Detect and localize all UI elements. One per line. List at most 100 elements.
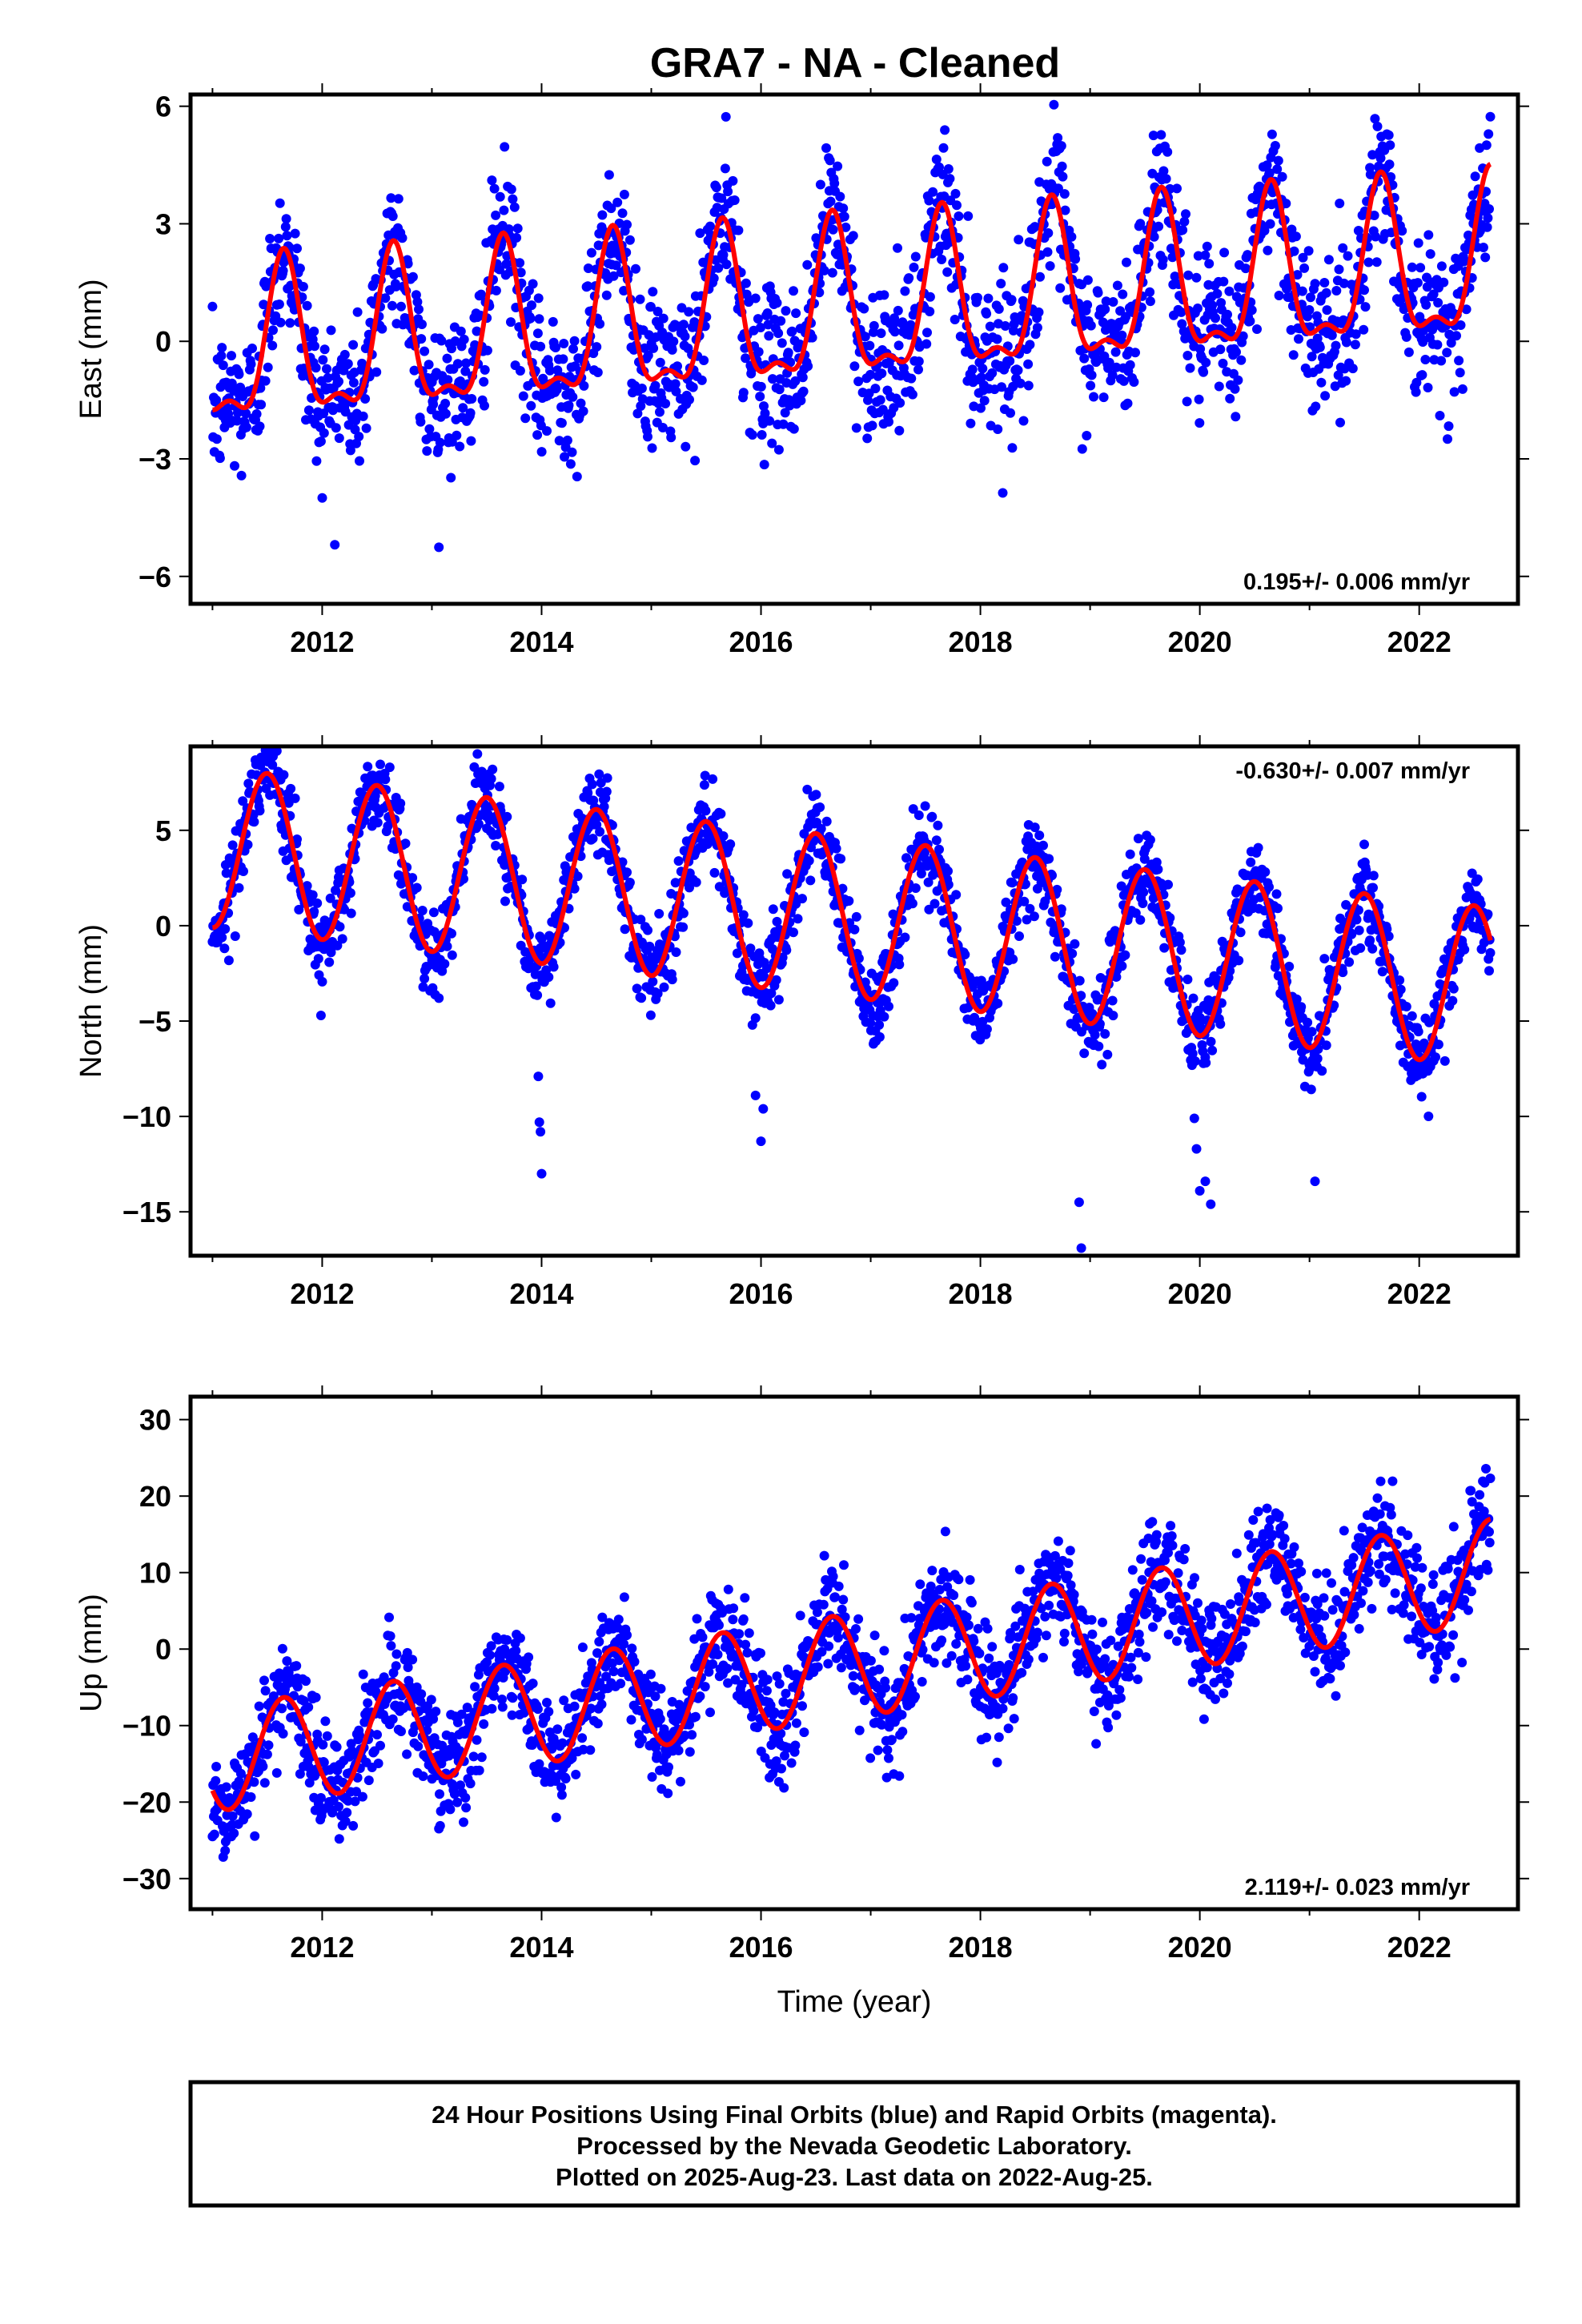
east-data-point: [263, 362, 273, 372]
east-data-point: [755, 392, 765, 402]
north-data-point: [239, 866, 248, 876]
north-data-point: [622, 867, 632, 878]
east-data-point: [1110, 347, 1121, 357]
up-data-point: [708, 1659, 718, 1669]
east-data-point: [713, 263, 724, 273]
east-data-point: [1411, 387, 1421, 397]
east-data-point: [564, 400, 574, 411]
north-data-point: [227, 840, 238, 850]
north-data-point: [844, 896, 854, 906]
east-data-point: [1018, 416, 1029, 426]
east-data-point: [1351, 329, 1361, 340]
east-y-tick-label: −6: [139, 561, 171, 593]
east-data-point: [655, 357, 665, 368]
east-data-point: [1191, 272, 1202, 283]
east-data-point: [647, 443, 657, 453]
north-outlier-point: [1191, 1144, 1202, 1154]
north-data-point: [588, 834, 598, 844]
east-data-point: [311, 363, 321, 373]
east-data-point: [417, 320, 427, 329]
east-data-point: [1331, 340, 1341, 351]
up-data-point: [242, 1809, 252, 1819]
up-data-point: [511, 1646, 521, 1656]
north-data-point: [1347, 929, 1357, 939]
up-data-point: [655, 1714, 665, 1724]
east-data-point: [397, 233, 408, 243]
up-data-point: [295, 1769, 305, 1779]
up-data-point: [260, 1686, 271, 1696]
up-data-point: [627, 1643, 637, 1654]
up-data-point: [342, 1807, 352, 1818]
east-data-point: [1015, 378, 1026, 388]
east-data-point: [973, 292, 982, 303]
east-data-point: [658, 313, 669, 324]
north-data-point: [1207, 1045, 1218, 1055]
east-data-point: [323, 372, 333, 383]
east-data-point: [893, 243, 902, 253]
east-data-point: [1436, 261, 1447, 271]
up-data-point: [254, 1701, 264, 1711]
east-data-point: [982, 308, 992, 319]
east-data-point: [1385, 140, 1395, 151]
east-data-point: [1042, 156, 1052, 167]
up-data-point: [685, 1747, 695, 1757]
north-data-point: [1353, 905, 1363, 915]
east-data-point: [1461, 304, 1472, 315]
east-data-point: [1215, 344, 1226, 355]
east-data-point: [1231, 412, 1241, 422]
north-data-point: [1038, 840, 1048, 850]
up-data-point: [271, 1767, 282, 1778]
up-data-point: [689, 1634, 700, 1644]
east-data-point: [1154, 221, 1164, 231]
east-data-point: [940, 125, 950, 135]
east-data-point: [645, 302, 656, 312]
north-data-point: [221, 868, 231, 879]
east-data-point: [536, 447, 547, 457]
up-data-point: [292, 1682, 303, 1692]
east-data-point: [275, 198, 285, 208]
up-data-point: [585, 1745, 596, 1755]
east-data-point: [1457, 384, 1468, 394]
east-data-point: [1456, 320, 1466, 330]
up-data-point: [700, 1682, 710, 1692]
east-data-point: [319, 344, 330, 355]
east-data-point: [416, 334, 427, 344]
north-data-point: [400, 838, 411, 849]
east-data-point: [223, 408, 234, 419]
north-data-point: [853, 953, 864, 963]
east-data-point: [1030, 222, 1040, 232]
up-data-point: [262, 1749, 272, 1759]
north-data-point: [279, 770, 289, 780]
up-data-point: [687, 1730, 697, 1740]
north-data-point: [1030, 822, 1040, 833]
east-data-point: [992, 334, 1002, 344]
east-data-point: [619, 189, 629, 199]
north-y-tick-label: −5: [139, 1005, 171, 1038]
up-data-point: [315, 1793, 326, 1803]
north-data-point: [816, 823, 826, 834]
up-data-point: [413, 1741, 424, 1751]
east-data-point: [1218, 358, 1228, 368]
east-data-point: [1435, 411, 1445, 420]
north-data-point: [1395, 984, 1406, 995]
north-data-point: [804, 855, 814, 866]
east-data-point: [285, 318, 295, 328]
east-y-tick-label: 0: [155, 325, 171, 358]
east-data-point: [906, 373, 917, 384]
north-data-point: [700, 770, 710, 781]
up-data-point: [322, 1731, 332, 1741]
north-data-point: [1133, 834, 1143, 844]
east-data-point: [765, 416, 775, 426]
east-data-point: [709, 273, 719, 283]
east-data-point: [952, 200, 962, 211]
up-data-point: [502, 1634, 512, 1645]
east-data-point: [331, 423, 341, 433]
east-data-point: [1418, 337, 1428, 347]
north-data-point: [1367, 943, 1378, 954]
east-data-point: [729, 195, 740, 205]
east-data-point: [851, 423, 861, 433]
up-data-point: [363, 1775, 374, 1786]
east-data-point: [1077, 444, 1087, 454]
east-data-point: [1000, 321, 1010, 331]
up-data-point: [723, 1678, 733, 1688]
